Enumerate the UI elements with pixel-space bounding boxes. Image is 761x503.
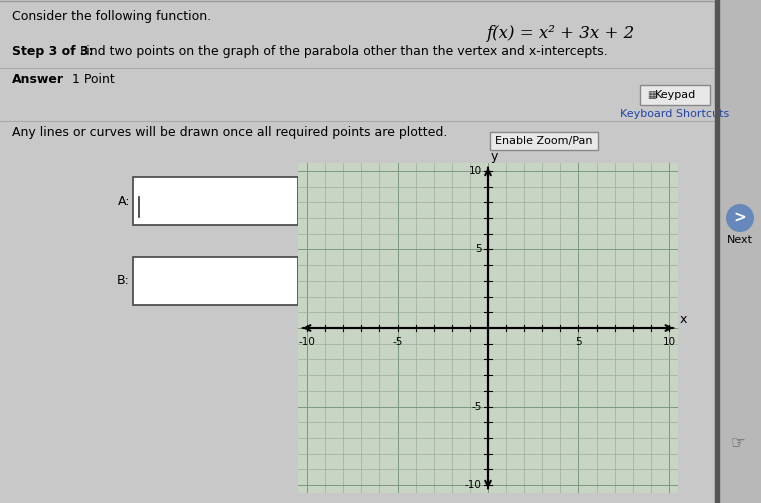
Bar <box>715 0 719 503</box>
Bar <box>490 132 598 150</box>
Text: Any lines or curves will be drawn once all required points are plotted.: Any lines or curves will be drawn once a… <box>12 126 447 139</box>
Bar <box>719 0 761 503</box>
Bar <box>640 85 710 105</box>
Text: -5: -5 <box>471 401 482 411</box>
Text: Enable Zoom/Pan: Enable Zoom/Pan <box>495 136 593 146</box>
Text: >: > <box>734 210 747 225</box>
Text: Find two points on the graph of the parabola other than the vertex and x-interce: Find two points on the graph of the para… <box>76 45 607 58</box>
Text: 5: 5 <box>575 338 582 348</box>
Text: Consider the following function.: Consider the following function. <box>12 10 211 23</box>
Text: ▦: ▦ <box>647 90 656 100</box>
Text: Keyboard Shortcuts: Keyboard Shortcuts <box>620 109 730 119</box>
Text: Step 3 of 3:: Step 3 of 3: <box>12 45 94 58</box>
Text: 10: 10 <box>662 338 676 348</box>
Text: 10: 10 <box>469 166 482 176</box>
Text: Answer: Answer <box>12 73 64 86</box>
Text: -5: -5 <box>393 338 403 348</box>
Text: Next: Next <box>727 235 753 245</box>
Text: -10: -10 <box>298 338 316 348</box>
Text: B:: B: <box>117 275 130 288</box>
Text: x: x <box>680 313 687 326</box>
Bar <box>133 257 298 305</box>
Text: ☞: ☞ <box>731 434 746 452</box>
Text: -10: -10 <box>465 480 482 490</box>
Text: 1 Point: 1 Point <box>72 73 115 86</box>
Circle shape <box>726 204 754 232</box>
Text: y: y <box>491 150 498 163</box>
Text: 5: 5 <box>475 244 482 255</box>
Text: Keypad: Keypad <box>654 90 696 100</box>
Text: f(x) = x² + 3x + 2: f(x) = x² + 3x + 2 <box>486 25 634 42</box>
Text: A:: A: <box>117 195 130 208</box>
Bar <box>133 177 298 225</box>
